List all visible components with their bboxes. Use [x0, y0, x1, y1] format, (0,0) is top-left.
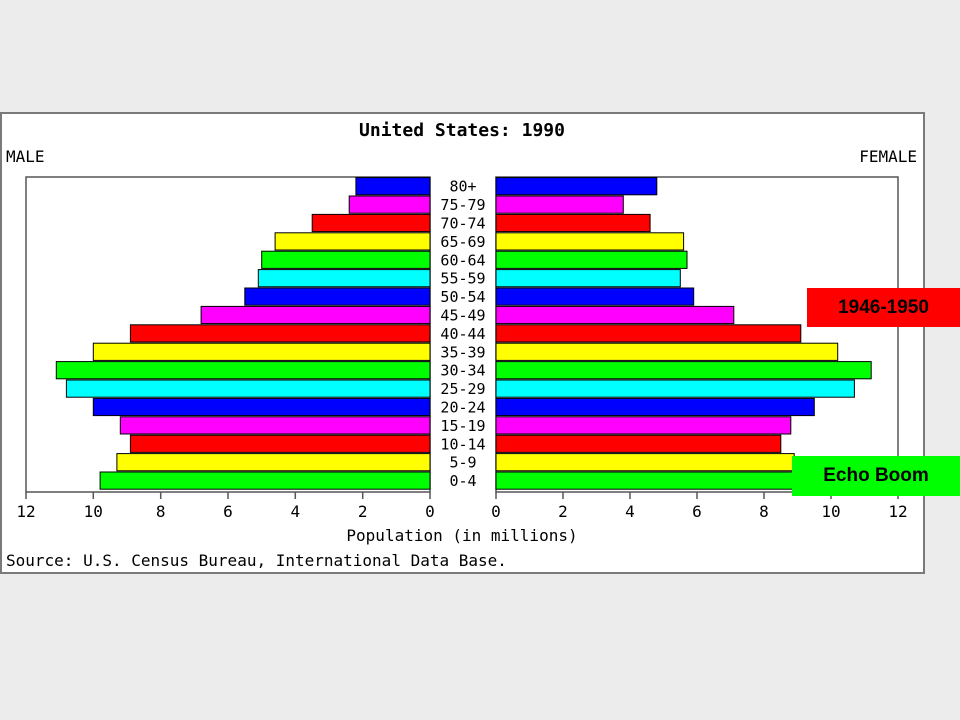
- male-label: MALE: [6, 147, 45, 166]
- male-bar-45-49: [200, 305, 431, 325]
- age-label-10-14: 10-14: [440, 435, 485, 453]
- male-bar-0-4: [99, 471, 431, 490]
- age-label-45-49: 45-49: [440, 307, 485, 325]
- male-bar-10-14: [129, 434, 431, 453]
- age-label-40-44: 40-44: [440, 325, 485, 343]
- x-ticks-layer: 12 10 8 6 4 2 0 0 2 4 6 8 10 12: [16, 492, 908, 521]
- age-label-55-59: 55-59: [440, 270, 485, 288]
- x-tick-label: 12: [16, 502, 35, 521]
- age-label-35-39: 35-39: [440, 343, 485, 361]
- female-bar-25-29: [495, 379, 855, 398]
- x-tick-label: 2: [358, 502, 368, 521]
- female-bar-5-9: [495, 453, 795, 472]
- age-label-15-19: 15-19: [440, 417, 485, 435]
- bars-layer: [55, 177, 872, 490]
- female-bar-40-44: [495, 324, 802, 343]
- callout-echo-boom: Echo Boom: [792, 456, 960, 496]
- x-tick-label: 8: [156, 502, 166, 521]
- female-bar-65-69: [495, 232, 685, 251]
- age-label-70-74: 70-74: [440, 215, 485, 233]
- x-tick-label: 2: [558, 502, 568, 521]
- female-bar-80+: [495, 177, 658, 196]
- male-bar-50-54: [244, 287, 431, 306]
- male-bar-55-59: [257, 269, 431, 288]
- x-tick-label: 12: [888, 502, 907, 521]
- x-tick-label: 8: [759, 502, 769, 521]
- female-bar-50-54: [495, 287, 695, 306]
- age-label-0-4: 0-4: [449, 472, 476, 490]
- male-bar-65-69: [274, 232, 431, 251]
- x-tick-label: 0: [425, 502, 435, 521]
- female-bar-30-34: [495, 361, 872, 380]
- male-bar-35-39: [92, 342, 431, 361]
- x-tick-label: 4: [625, 502, 635, 521]
- female-bar-10-14: [495, 434, 782, 453]
- female-bar-20-24: [495, 397, 815, 417]
- male-bar-70-74: [311, 213, 431, 233]
- source-note: Source: U.S. Census Bureau, Internationa…: [6, 551, 507, 570]
- age-label-50-54: 50-54: [440, 288, 485, 306]
- female-bar-35-39: [495, 342, 839, 361]
- callout-1946-1950: 1946-1950: [807, 288, 960, 327]
- male-bar-80+: [355, 177, 431, 196]
- x-axis-label: Population (in millions): [346, 526, 577, 545]
- female-bar-0-4: [495, 471, 809, 490]
- male-bar-40-44: [129, 324, 431, 343]
- female-bar-55-59: [495, 269, 681, 288]
- x-tick-label: 10: [821, 502, 840, 521]
- female-label: FEMALE: [859, 147, 917, 166]
- male-bar-15-19: [119, 416, 431, 435]
- age-label-25-29: 25-29: [440, 380, 485, 398]
- male-bar-75-79: [348, 195, 431, 214]
- female-bar-75-79: [495, 195, 624, 214]
- female-bar-45-49: [495, 305, 735, 325]
- age-label-5-9: 5-9: [449, 454, 476, 472]
- population-pyramid-chart: United States: 1990 MALE FEMALE 80+ 75-79…: [0, 112, 925, 574]
- age-label-60-64: 60-64: [440, 251, 485, 269]
- male-bar-5-9: [116, 453, 431, 472]
- age-label-30-34: 30-34: [440, 362, 485, 380]
- x-tick-label: 6: [223, 502, 233, 521]
- age-labels-layer: 80+75-7970-7465-6960-6455-5950-5445-4940…: [440, 178, 485, 490]
- age-label-75-79: 75-79: [440, 196, 485, 214]
- chart-title: United States: 1990: [359, 120, 565, 141]
- age-label-65-69: 65-69: [440, 233, 485, 251]
- male-bar-60-64: [261, 250, 431, 269]
- male-bar-30-34: [55, 361, 431, 380]
- pyramid-svg: United States: 1990 MALE FEMALE 80+75-79…: [6, 120, 917, 570]
- x-tick-label: 6: [692, 502, 702, 521]
- age-label-80+: 80+: [449, 178, 476, 196]
- x-tick-label: 4: [290, 502, 300, 521]
- age-label-20-24: 20-24: [440, 399, 485, 417]
- male-bar-20-24: [92, 397, 431, 417]
- female-bar-60-64: [495, 250, 688, 269]
- x-tick-label: 0: [491, 502, 501, 521]
- x-tick-label: 10: [84, 502, 103, 521]
- male-bar-25-29: [65, 379, 431, 398]
- female-bar-70-74: [495, 213, 651, 233]
- female-bar-15-19: [495, 416, 792, 435]
